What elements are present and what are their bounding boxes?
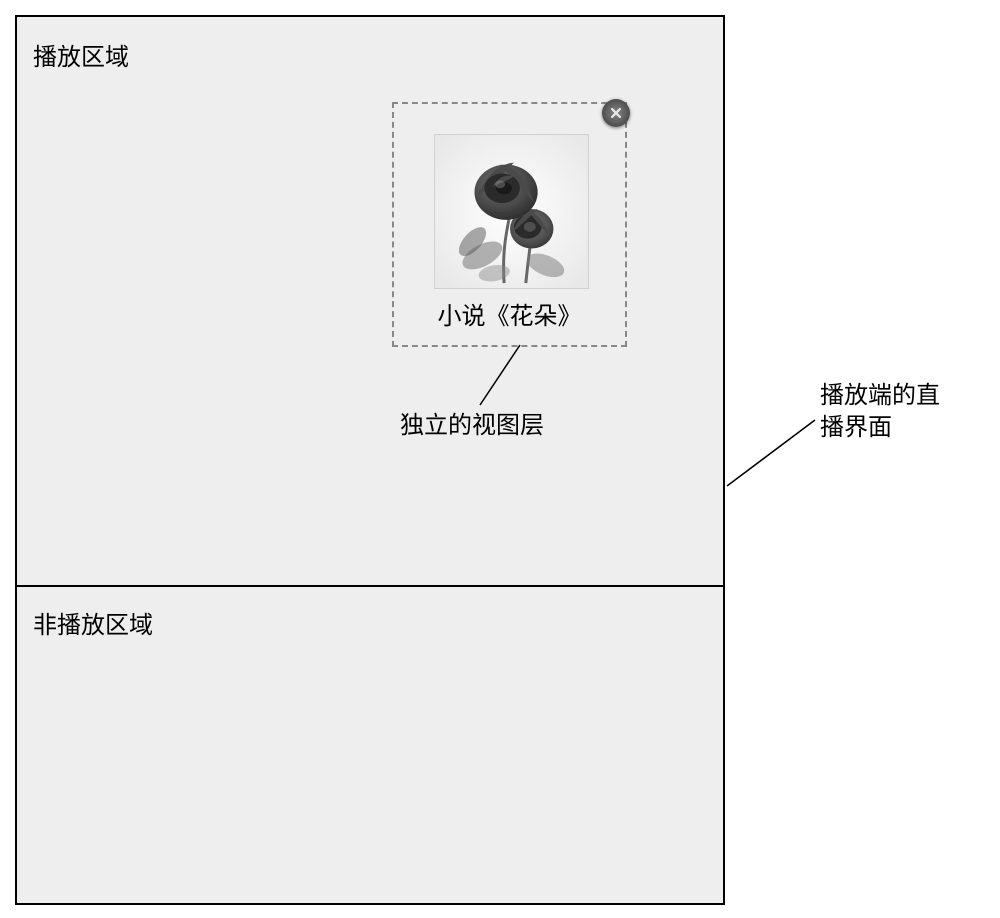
independent-view-layer: 小说《花朵》 — [392, 102, 627, 347]
annotation-view-layer: 独立的视图层 — [400, 410, 544, 442]
close-icon — [609, 106, 623, 120]
overlay-caption: 小说《花朵》 — [394, 296, 625, 331]
annotation-live-interface: 播放端的直 播界面 — [820, 380, 980, 445]
annotation-live-interface-line1: 播放端的直 — [820, 382, 940, 409]
diagram-canvas: 播放区域 — [0, 0, 1000, 918]
close-button[interactable] — [602, 99, 630, 127]
annotation-live-interface-line2: 播界面 — [820, 414, 892, 441]
live-interface-container: 播放区域 — [15, 15, 725, 905]
play-area: 播放区域 — [17, 17, 723, 587]
leader-line-interface — [727, 420, 815, 486]
non-play-area-label: 非播放区域 — [33, 605, 153, 640]
overlay-thumbnail — [434, 134, 589, 289]
non-play-area: 非播放区域 — [17, 587, 723, 907]
rose-image — [435, 135, 588, 288]
play-area-label: 播放区域 — [33, 37, 129, 72]
